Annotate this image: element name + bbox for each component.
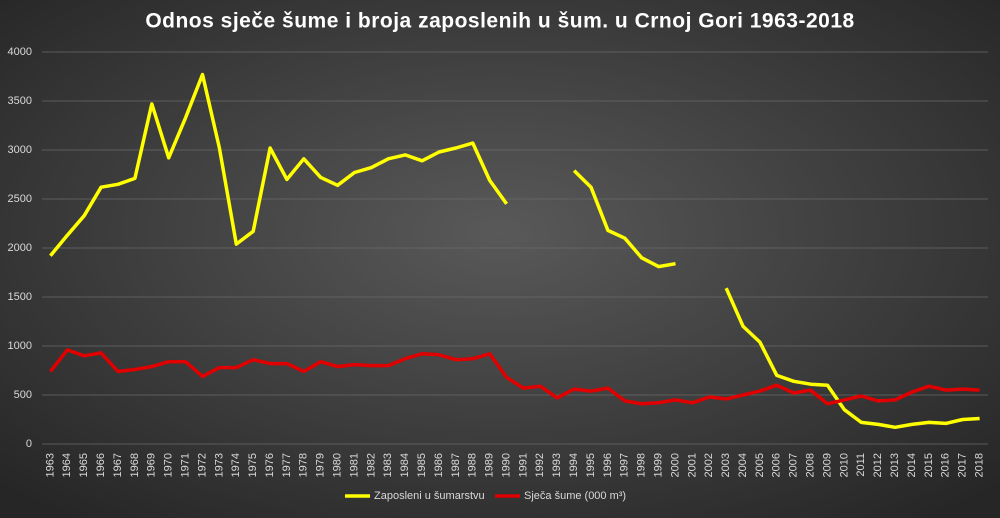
x-tick-label: 1988 (467, 453, 479, 477)
x-tick-label: 1993 (551, 453, 563, 477)
x-tick-label: 1977 (281, 453, 293, 477)
x-tick-label: 1967 (112, 453, 124, 477)
x-tick-label: 1980 (332, 453, 344, 477)
x-tick-label: 2017 (957, 453, 969, 477)
x-tick-label: 1969 (146, 453, 158, 477)
y-tick-label: 500 (14, 389, 32, 401)
x-tick-label: 1979 (315, 453, 327, 477)
x-tick-label: 2016 (940, 453, 952, 477)
x-tick-label: 1985 (416, 453, 428, 477)
x-tick-label: 1976 (264, 453, 276, 477)
x-tick-label: 2002 (703, 453, 715, 477)
y-tick-label: 2500 (8, 193, 32, 205)
y-tick-label: 0 (26, 438, 32, 450)
x-tick-label: 2013 (889, 453, 901, 477)
x-tick-label: 1986 (433, 453, 445, 477)
x-tick-label: 2008 (805, 453, 817, 477)
x-tick-label: 1971 (179, 453, 191, 477)
x-tick-label: 2007 (788, 453, 800, 477)
x-tick-label: 1972 (196, 453, 208, 477)
x-tick-label: 1970 (163, 453, 175, 477)
y-tick-label: 1500 (8, 291, 32, 303)
x-tick-label: 1978 (298, 453, 310, 477)
x-tick-label: 1995 (585, 453, 597, 477)
x-tick-label: 1966 (95, 453, 107, 477)
x-tick-label: 2003 (720, 453, 732, 477)
x-tick-label: 1982 (365, 453, 377, 477)
x-tick-label: 2015 (923, 453, 935, 477)
legend-label: Sječa šume (000 m³) (524, 490, 626, 502)
x-tick-label: 1991 (517, 453, 529, 477)
series-line (49, 72, 980, 430)
x-tick-label: 2006 (771, 453, 783, 477)
x-tick-label: 2005 (754, 453, 766, 477)
x-tick-label: 2009 (821, 453, 833, 477)
y-tick-label: 3500 (8, 95, 32, 107)
x-tick-label: 1974 (230, 453, 242, 477)
x-tick-label: 1996 (602, 453, 614, 477)
x-tick-label: 2001 (686, 453, 698, 477)
x-tick-label: 2004 (737, 453, 749, 477)
y-tick-label: 3000 (8, 144, 32, 156)
x-tick-label: 1973 (213, 453, 225, 477)
x-tick-label: 1975 (247, 453, 259, 477)
y-tick-label: 4000 (8, 46, 32, 58)
x-tick-label: 1994 (568, 453, 580, 477)
x-tick-label: 1999 (652, 453, 664, 477)
x-tick-label: 2010 (838, 453, 850, 477)
x-tick-label: 1964 (61, 453, 73, 477)
x-tick-label: 1990 (500, 453, 512, 477)
x-tick-label: 1987 (450, 453, 462, 477)
x-tick-label: 2011 (855, 453, 867, 477)
x-tick-label: 2018 (973, 453, 985, 477)
x-tick-label: 1965 (78, 453, 90, 477)
x-tick-label: 1963 (44, 453, 56, 477)
x-tick-label: 1968 (129, 453, 141, 477)
x-tick-label: 1998 (636, 453, 648, 477)
x-tick-label: 2014 (906, 453, 918, 477)
y-tick-label: 1000 (8, 340, 32, 352)
x-tick-label: 1981 (348, 453, 360, 477)
series-line (49, 348, 980, 406)
x-tick-label: 2012 (872, 453, 884, 477)
legend-label: Zaposleni u šumarstvu (374, 490, 485, 502)
x-tick-label: 2000 (669, 453, 681, 477)
x-tick-label: 1997 (619, 453, 631, 477)
x-tick-label: 1989 (484, 453, 496, 477)
y-tick-label: 2000 (8, 242, 32, 254)
x-tick-label: 1992 (534, 453, 546, 477)
chart-title: Odnos sječe šume i broja zaposlenih u šu… (145, 10, 854, 33)
x-tick-label: 1983 (382, 453, 394, 477)
x-tick-label: 1984 (399, 453, 411, 477)
